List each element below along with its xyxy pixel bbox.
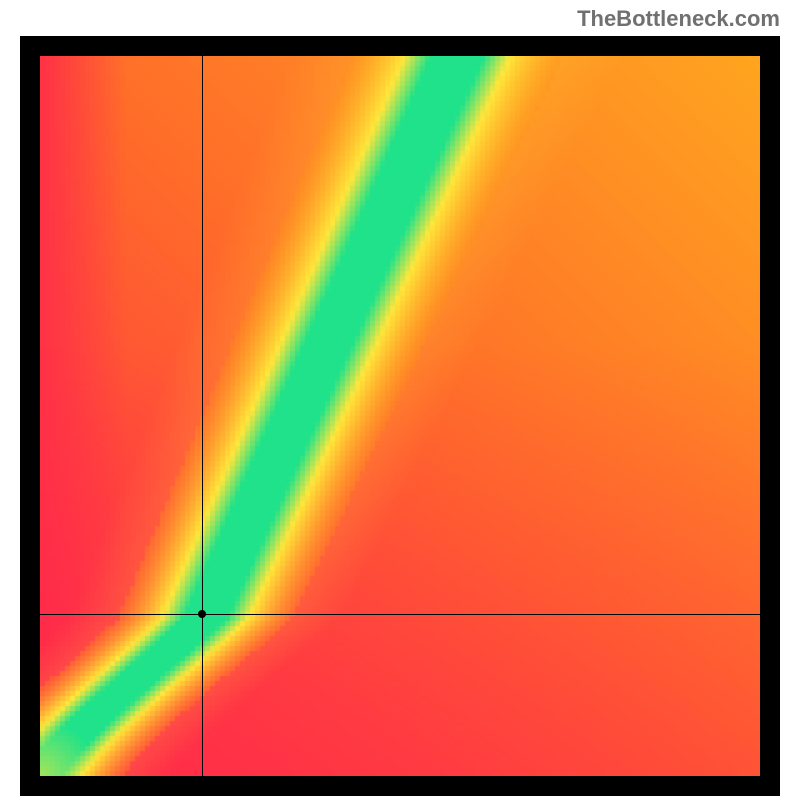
crosshair-marker bbox=[198, 610, 206, 618]
plot-area bbox=[40, 56, 760, 776]
watermark-text: TheBottleneck.com bbox=[577, 6, 780, 32]
crosshair-vertical bbox=[202, 56, 203, 776]
chart-frame bbox=[20, 36, 780, 796]
heatmap-canvas bbox=[40, 56, 760, 776]
crosshair-horizontal bbox=[40, 614, 760, 615]
